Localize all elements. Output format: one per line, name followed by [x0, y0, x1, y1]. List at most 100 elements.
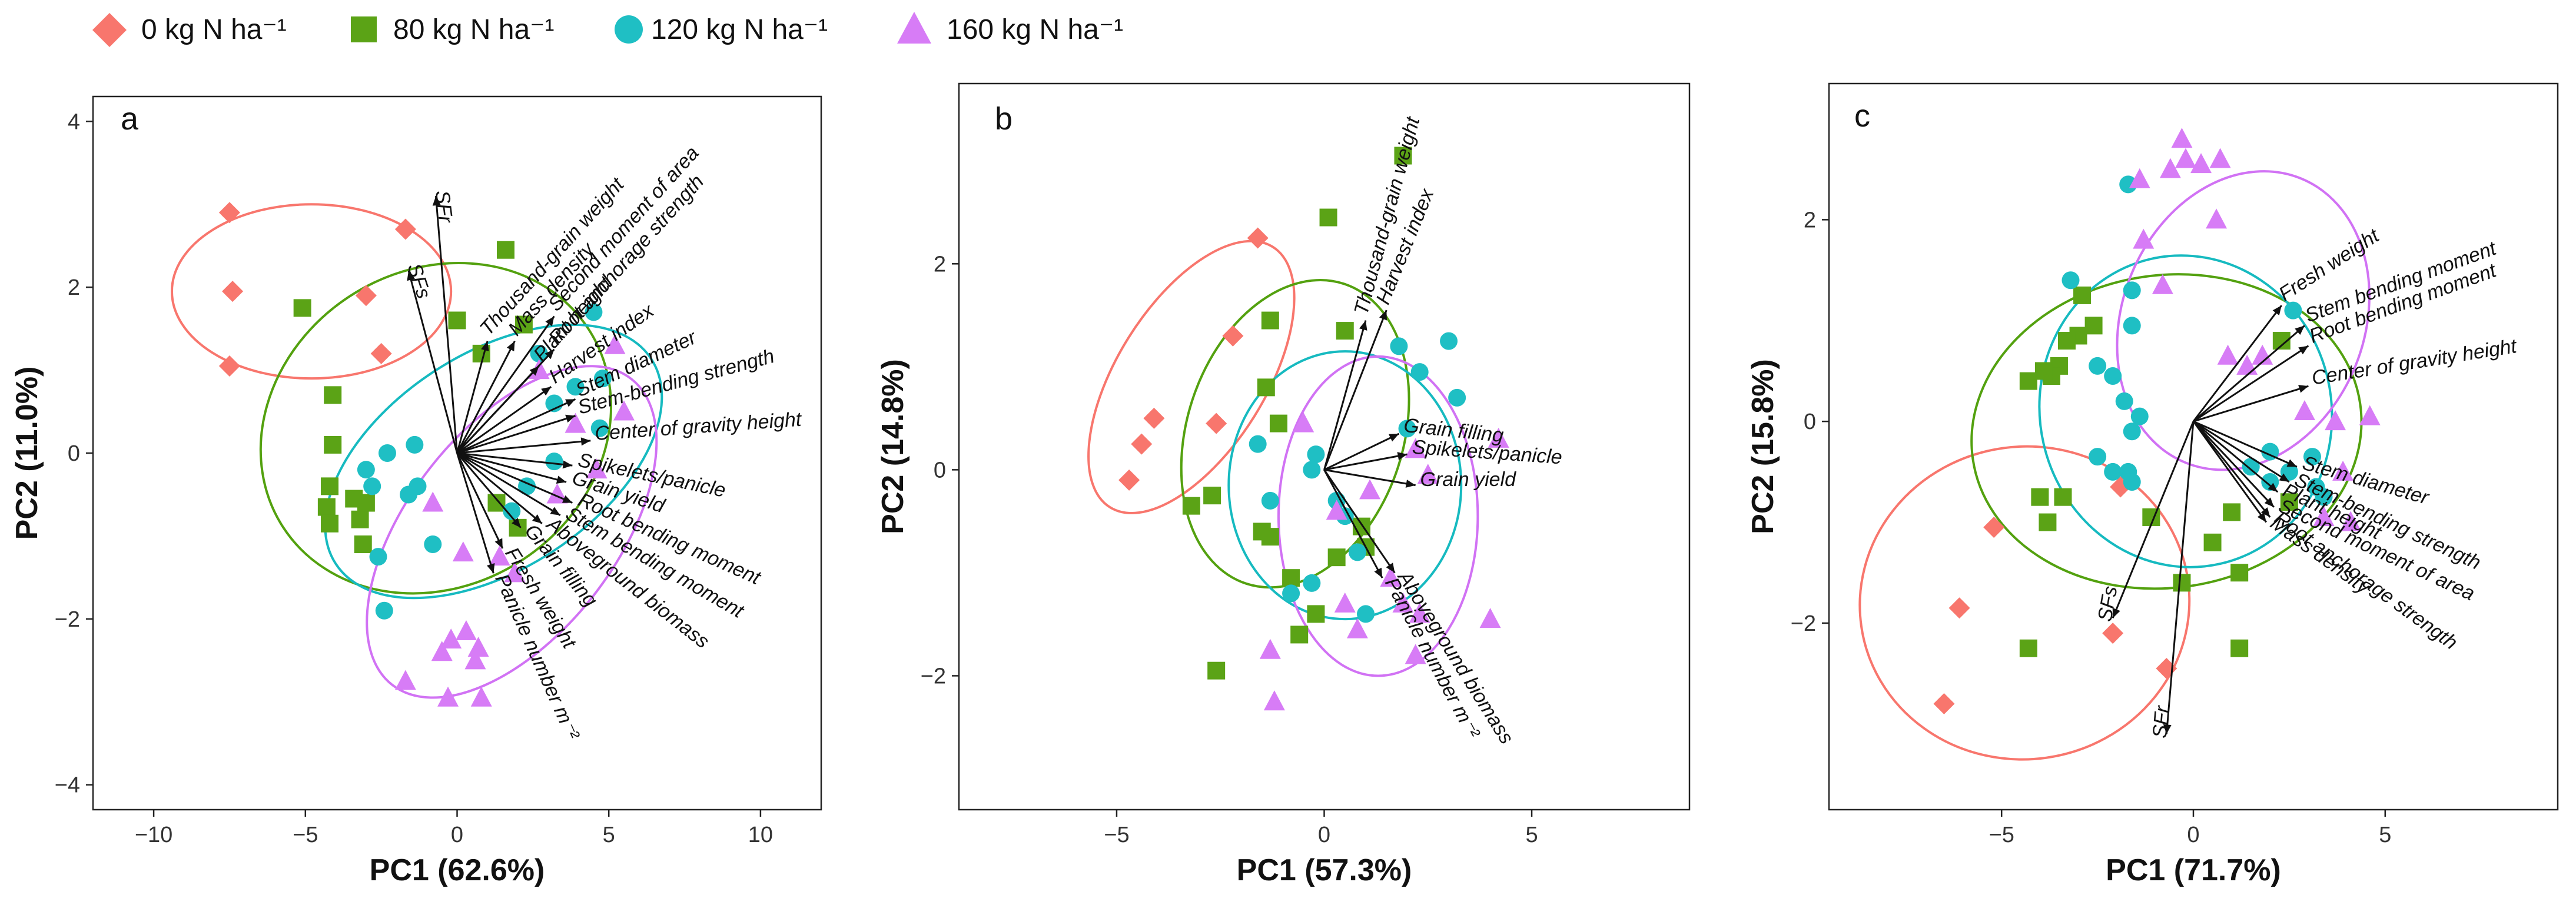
data-point-series-1	[324, 386, 342, 404]
panel-label: a	[121, 101, 139, 137]
data-point-series-1	[1257, 378, 1275, 397]
data-point-series-1	[487, 494, 506, 512]
data-point-series-2	[585, 303, 603, 321]
loading-arrow-line	[456, 452, 561, 516]
data-point-series-1	[317, 498, 336, 516]
data-point-series-1	[2019, 639, 2037, 657]
data-point-series-0	[370, 342, 392, 364]
data-point-series-2	[357, 461, 375, 479]
legend-triangle-icon	[897, 12, 931, 44]
data-point-series-3	[1259, 638, 1281, 659]
data-point-series-0	[1118, 469, 1140, 491]
loading-arrow-line	[457, 452, 573, 467]
data-point-series-3	[2206, 208, 2228, 229]
data-point-series-2	[2130, 407, 2149, 425]
data-point-series-1	[1282, 569, 1300, 587]
data-point-series-1	[2057, 332, 2076, 350]
loading-arrow-line	[456, 398, 576, 454]
loading-arrow-line	[1323, 310, 1387, 470]
data-point-series-3	[394, 670, 416, 690]
data-point-series-3	[2129, 168, 2150, 188]
data-point-series-3	[489, 545, 510, 566]
data-point-series-2	[2089, 448, 2107, 466]
data-point-series-2	[593, 370, 612, 388]
data-point-series-3	[2252, 344, 2273, 365]
loading-arrow-line	[1324, 453, 1407, 471]
confidence-ellipse-2	[2038, 254, 2333, 568]
loading-arrow-line	[407, 270, 458, 454]
data-point-series-3	[455, 620, 477, 640]
legend-label-3: 160 kg N ha⁻¹	[947, 14, 1123, 45]
loading-arrow-line	[457, 440, 591, 454]
loading-arrow-head	[550, 507, 560, 515]
data-point-series-2	[1307, 445, 1325, 464]
data-point-series-3	[1405, 438, 1426, 458]
legend-circle-icon	[615, 15, 643, 44]
data-point-series-1	[1261, 311, 1279, 330]
loading-arrow-head	[1359, 320, 1367, 331]
loading-arrow-line	[2193, 421, 2279, 493]
data-point-series-3	[431, 641, 453, 661]
data-point-series-2	[1440, 332, 1458, 350]
x-tick-label: 0	[1318, 823, 1330, 847]
data-point-series-3	[613, 400, 635, 421]
x-axis-title: PC1 (71.7%)	[2106, 853, 2281, 887]
data-point-series-2	[1348, 543, 1366, 561]
data-point-series-0	[222, 281, 244, 302]
loading-arrow-head	[2268, 483, 2278, 493]
data-point-series-1	[1261, 528, 1279, 546]
loading-arrow-head	[432, 196, 441, 206]
loading-arrow-line	[2193, 420, 2298, 468]
data-point-series-0	[1933, 693, 1955, 715]
loading-arrow-line	[2192, 421, 2271, 518]
data-point-series-1	[1269, 414, 1287, 432]
data-point-series-3	[2171, 128, 2193, 148]
data-point-series-3	[2159, 158, 2181, 178]
data-point-series-3	[1326, 500, 1347, 520]
data-point-series-0	[1222, 325, 1244, 347]
loading-arrow-head	[565, 399, 576, 407]
x-tick-label: 10	[748, 823, 773, 847]
data-point-series-2	[400, 485, 418, 504]
loading-label: SFs	[2094, 584, 2122, 623]
x-tick-label: 5	[603, 823, 615, 847]
loading-arrow-head	[556, 475, 567, 484]
data-point-series-1	[1182, 497, 1200, 515]
loading-arrow-head	[562, 495, 573, 503]
data-point-series-2	[1390, 337, 1408, 355]
data-point-series-2	[503, 502, 521, 520]
data-point-series-1	[1307, 605, 1325, 623]
legend-item-1: 80 kg N ha⁻¹	[351, 14, 554, 45]
data-point-series-3	[2236, 354, 2258, 375]
loading-arrow-head	[2286, 459, 2297, 467]
data-point-series-2	[1357, 605, 1375, 623]
loading-arrow-head	[512, 518, 521, 528]
data-point-series-1	[2280, 493, 2298, 511]
data-point-series-0	[218, 355, 240, 377]
loading-label: Spikelets/panicle	[1412, 436, 1563, 469]
loading-arrow-head	[2295, 325, 2305, 335]
data-point-series-3	[1293, 412, 1314, 432]
data-point-series-1	[2031, 488, 2049, 506]
data-point-series-3	[1263, 690, 1285, 711]
loading-arrow-head	[580, 437, 591, 446]
data-point-series-0	[1983, 517, 2005, 538]
legend-item-3: 160 kg N ha⁻¹	[897, 12, 1123, 45]
data-point-series-1	[354, 535, 372, 554]
data-point-series-3	[2293, 400, 2315, 421]
data-point-series-3	[504, 562, 526, 583]
loading-arrow-line	[2192, 305, 2283, 422]
loading-arrow-line	[1323, 469, 1396, 574]
data-point-series-3	[2133, 228, 2155, 249]
loading-arrow-head	[407, 270, 415, 281]
loading-arrow-head	[1379, 310, 1387, 321]
data-point-series-2	[2089, 357, 2107, 375]
loading-arrow-line	[2193, 385, 2309, 422]
x-tick-label: 5	[2379, 823, 2391, 847]
x-tick-label: −5	[1989, 823, 2014, 847]
loading-arrow-head	[562, 460, 573, 469]
confidence-ellipse-3	[1277, 355, 1479, 677]
y-tick-label: 4	[68, 109, 80, 134]
loading-arrow-head	[487, 563, 495, 574]
loading-label: SFs	[403, 261, 435, 301]
